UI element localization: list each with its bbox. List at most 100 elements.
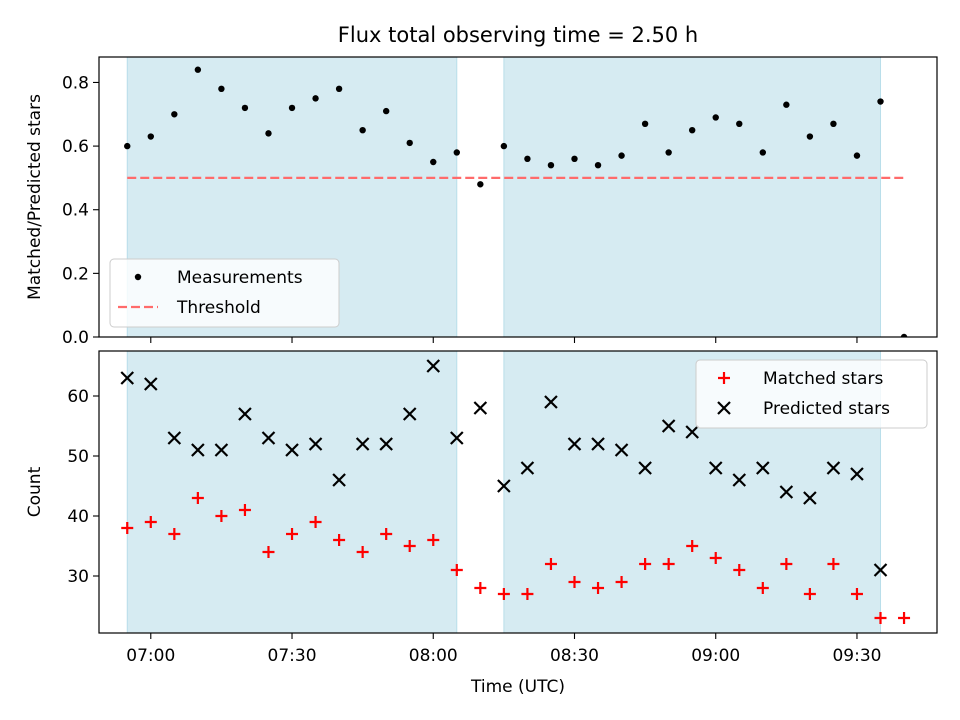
data-point <box>453 149 460 156</box>
y-tick-label: 40 <box>67 507 89 527</box>
data-point <box>594 161 602 169</box>
shaded-span <box>126 351 458 633</box>
data-point <box>241 104 249 112</box>
x-tick-label: 09:30 <box>832 646 881 666</box>
data-point <box>121 522 134 534</box>
data-point <box>124 142 131 150</box>
panel-ratio: 0.0 0.2 0.4 0.6 0.8 Matched/Predicted stars Me… <box>25 56 938 348</box>
data-point <box>261 431 276 445</box>
data-point <box>591 437 605 451</box>
data-point <box>524 155 531 163</box>
data-point <box>171 111 178 118</box>
data-point <box>497 479 511 493</box>
data-point <box>547 161 555 169</box>
data-point <box>215 510 228 522</box>
y-tick-label: 50 <box>67 447 89 467</box>
data-point <box>312 95 319 102</box>
y-tick-label: 30 <box>67 567 89 587</box>
axes-frame <box>98 56 938 338</box>
x-axis-label: Time (UTC) <box>470 677 565 697</box>
data-point <box>688 126 696 134</box>
data-point <box>120 371 135 385</box>
data-point <box>567 437 582 451</box>
legend-label: Matched stars <box>763 369 883 389</box>
data-point <box>238 407 252 421</box>
data-point <box>783 101 790 108</box>
data-point <box>830 120 837 128</box>
data-point <box>497 588 510 600</box>
legend-label: Measurements <box>177 268 303 288</box>
data-point <box>382 107 390 115</box>
data-point <box>450 431 464 445</box>
data-point <box>335 85 343 93</box>
data-point <box>144 516 157 528</box>
y-tick-label: 0.4 <box>62 201 89 221</box>
data-point <box>615 576 628 588</box>
data-point <box>685 425 699 439</box>
data-point <box>333 534 346 546</box>
axes-frame <box>98 350 938 634</box>
data-point <box>827 558 840 570</box>
data-point <box>898 612 911 624</box>
data-point <box>218 85 225 93</box>
data-point <box>780 558 793 570</box>
data-point <box>826 461 841 475</box>
data-point <box>265 130 272 137</box>
y-tick-label: 0.2 <box>62 264 89 284</box>
data-point <box>900 333 908 337</box>
data-point <box>406 139 413 147</box>
y-axis-label: Matched/Predicted stars <box>25 94 45 300</box>
legend-marker <box>134 273 142 281</box>
data-point <box>756 582 769 594</box>
data-point <box>144 377 158 391</box>
x-tick-label: 09:00 <box>691 646 740 666</box>
data-point <box>309 516 322 528</box>
data-point <box>355 437 370 451</box>
data-point <box>732 473 747 487</box>
data-point <box>803 588 816 600</box>
series-predicted-stars <box>120 359 888 577</box>
data-point <box>379 437 393 451</box>
data-point <box>850 588 863 600</box>
data-point <box>167 431 182 445</box>
data-point <box>733 564 746 576</box>
data-point <box>662 558 675 570</box>
data-point <box>473 401 488 415</box>
data-point <box>544 395 558 409</box>
data-point <box>288 104 296 112</box>
data-point <box>402 407 417 421</box>
data-point <box>427 534 440 546</box>
data-point <box>756 461 770 475</box>
y-axis-label: Count <box>25 466 45 517</box>
legend: Matched stars Predicted stars <box>695 359 928 429</box>
legend-box <box>109 258 340 328</box>
data-point <box>194 66 202 73</box>
plot-area <box>120 351 911 633</box>
data-point <box>736 120 743 128</box>
data-point <box>520 461 535 475</box>
data-point <box>477 181 484 188</box>
data-point <box>709 552 722 564</box>
plot-area <box>124 57 908 337</box>
data-point <box>641 120 649 128</box>
data-point <box>708 461 723 475</box>
data-point <box>618 152 625 159</box>
data-point <box>639 558 652 570</box>
series-measurements <box>124 66 908 337</box>
data-point <box>238 504 251 516</box>
data-point <box>359 126 366 134</box>
data-point <box>500 142 508 150</box>
x-tick-label: 07:30 <box>268 646 317 666</box>
data-point <box>614 443 629 457</box>
data-point <box>380 528 393 540</box>
x-tick-label: 08:30 <box>550 646 599 666</box>
legend-box <box>695 359 928 429</box>
data-point <box>147 133 154 140</box>
data-point <box>191 443 205 457</box>
data-point <box>262 546 275 558</box>
data-point <box>403 540 416 552</box>
data-point <box>430 158 437 166</box>
data-point <box>638 461 652 475</box>
y-tick-label: 60 <box>67 387 89 407</box>
